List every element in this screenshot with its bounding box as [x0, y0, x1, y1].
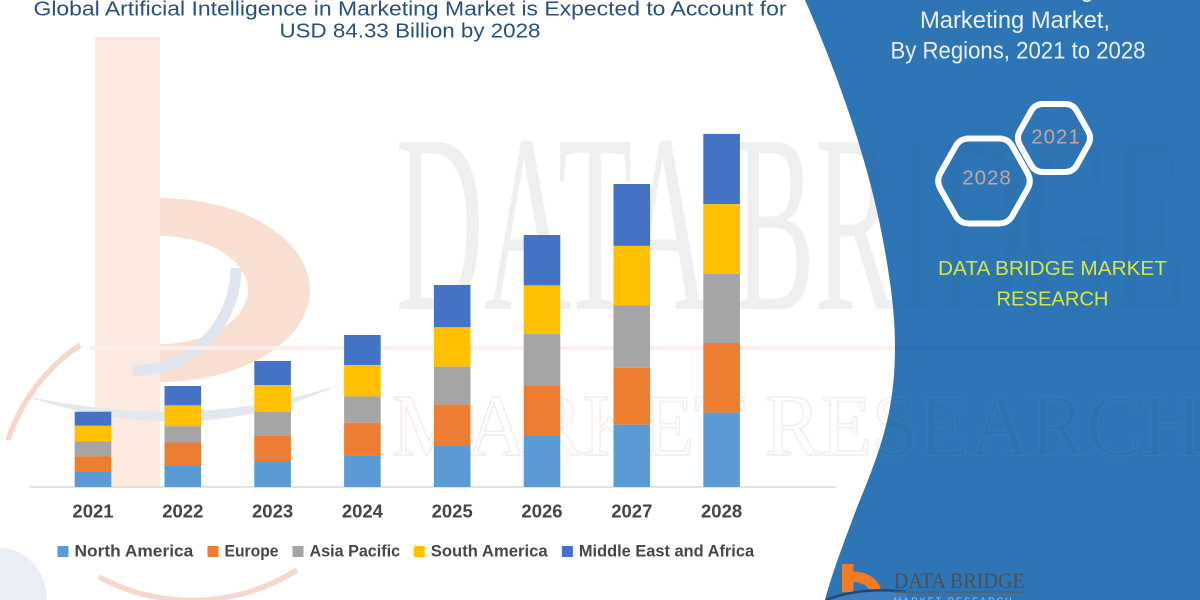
svg-text:Middle East and Africa: Middle East and Africa — [579, 543, 755, 561]
svg-text:2023: 2023 — [252, 501, 293, 522]
svg-text:Asia Pacific: Asia Pacific — [310, 543, 401, 561]
svg-text:2026: 2026 — [521, 501, 562, 522]
svg-text:South America: South America — [431, 543, 549, 561]
svg-text:Europe: Europe — [225, 543, 279, 561]
svg-text:DATA BRIDGE MARKET: DATA BRIDGE MARKET — [938, 257, 1167, 280]
svg-text:RESEARCH: RESEARCH — [997, 288, 1109, 311]
svg-text:MARKET RESEARCH: MARKET RESEARCH — [894, 596, 1014, 600]
svg-text:2028: 2028 — [962, 167, 1012, 190]
svg-text:North America: North America — [75, 543, 195, 561]
svg-text:Marketing Market,: Marketing Market, — [920, 7, 1110, 34]
svg-text:DATA BRIDGE: DATA BRIDGE — [894, 568, 1025, 593]
svg-text:2022: 2022 — [162, 501, 203, 522]
svg-text:2028: 2028 — [701, 501, 742, 522]
svg-text:2021: 2021 — [72, 501, 113, 522]
svg-text:USD 84.33 Billion by 2028: USD 84.33 Billion by 2028 — [280, 19, 541, 42]
svg-text:Global Artificial Intelligence: Global Artificial Intelligence in Market… — [34, 0, 787, 20]
svg-text:2024: 2024 — [342, 501, 384, 522]
svg-text:2027: 2027 — [611, 501, 652, 522]
svg-text:By Regions, 2021 to 2028: By Regions, 2021 to 2028 — [891, 38, 1146, 65]
svg-text:2025: 2025 — [432, 501, 473, 522]
svg-text:Global Artificial Intelligence: Global Artificial Intelligence in — [859, 0, 1171, 3]
svg-text:2021: 2021 — [1031, 126, 1081, 149]
